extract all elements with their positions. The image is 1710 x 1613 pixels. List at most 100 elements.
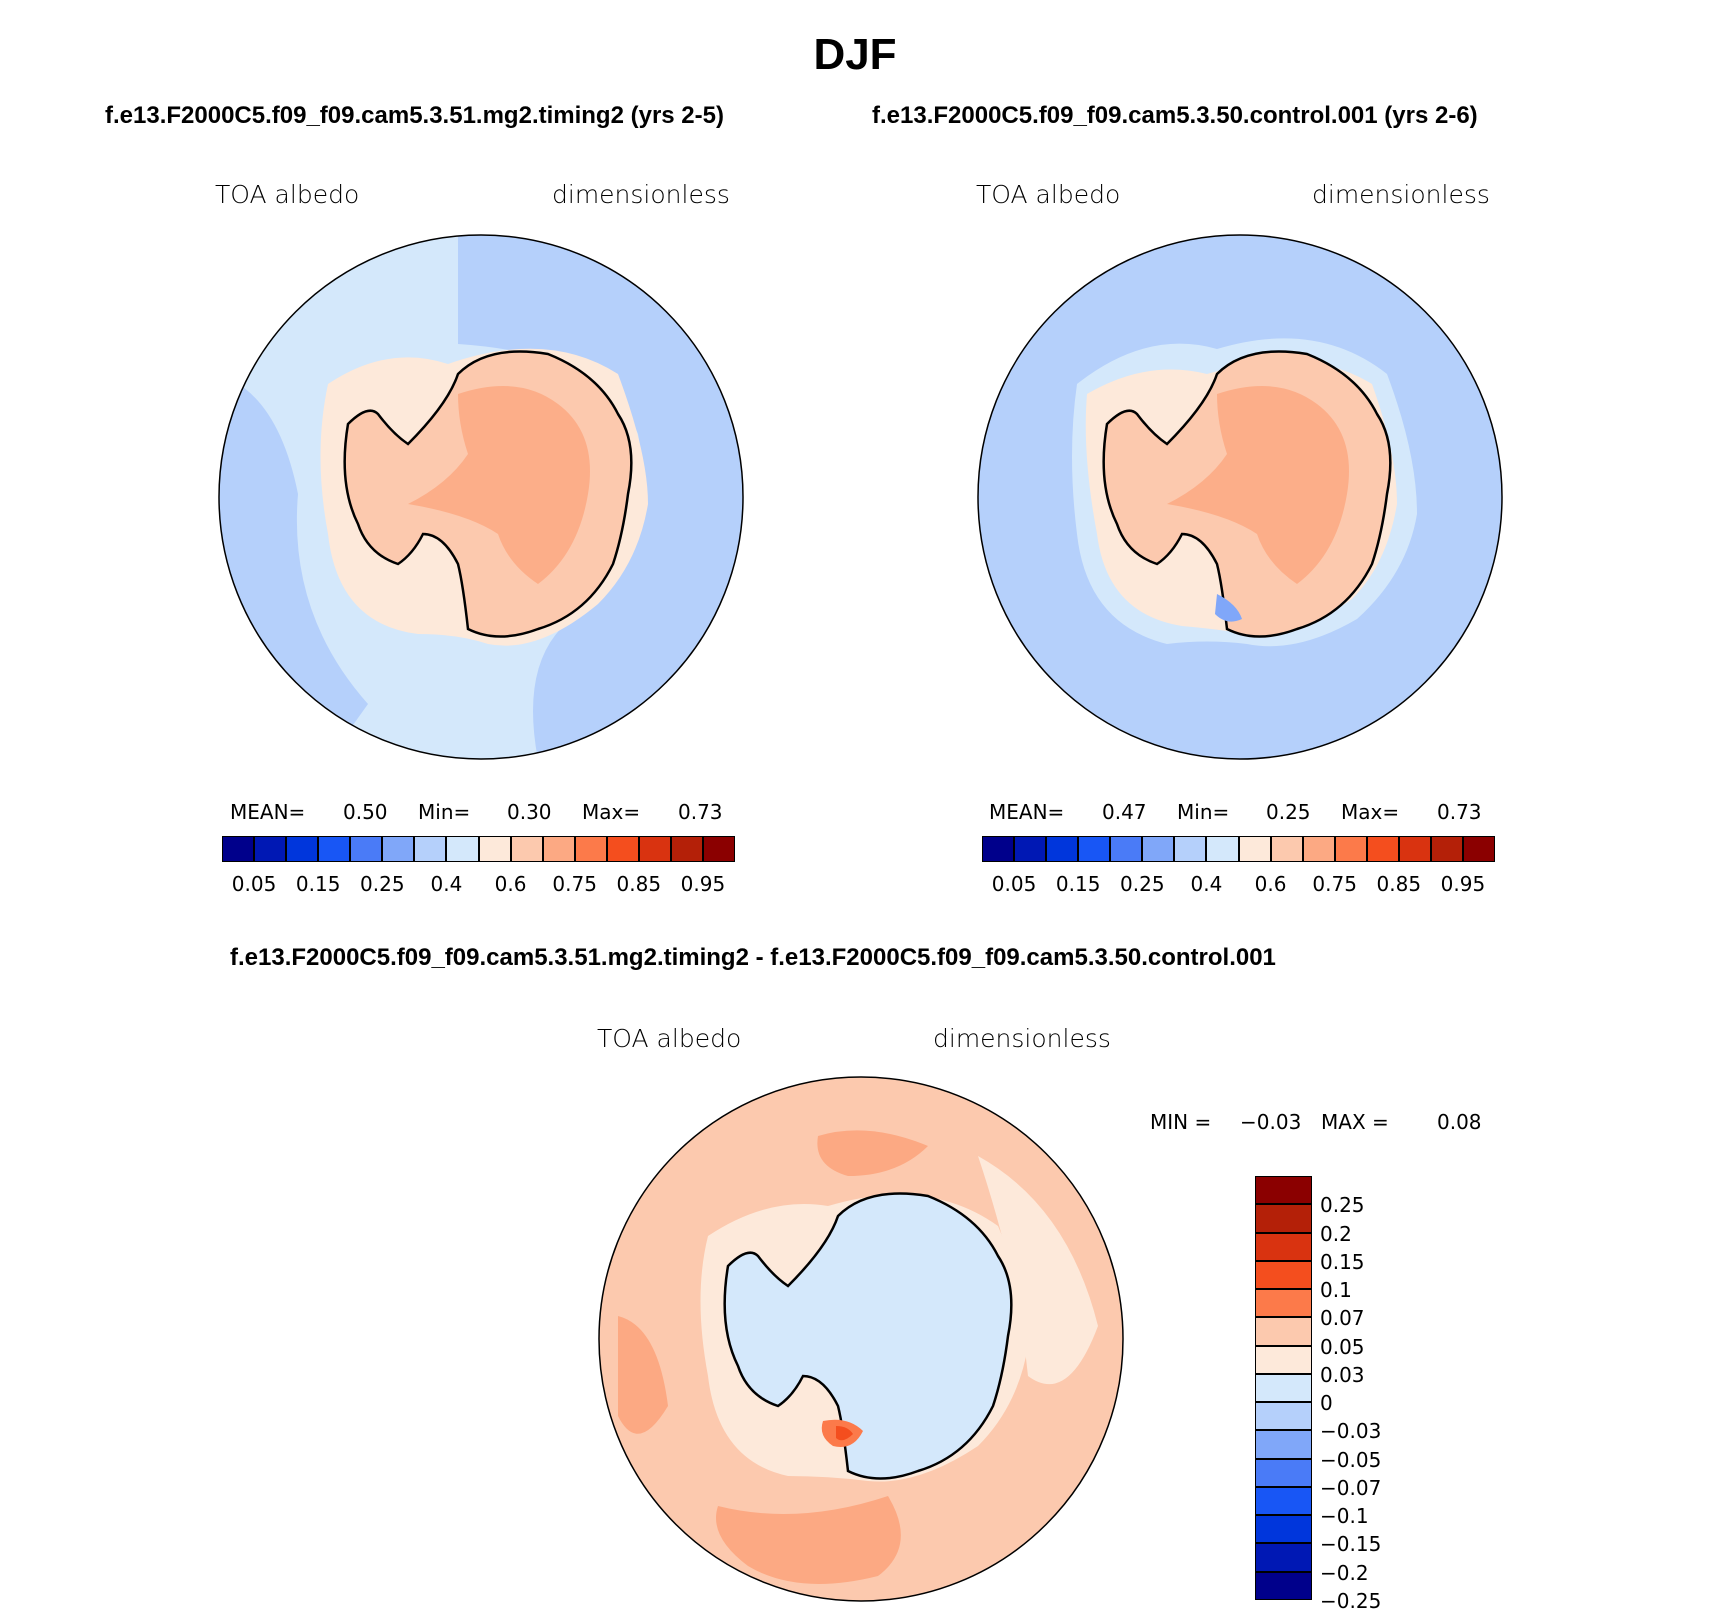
panel1-plateau bbox=[408, 386, 590, 584]
panel2-colorbar-box bbox=[1462, 836, 1495, 862]
panel2-colorbar-tick: 0.05 bbox=[991, 872, 1037, 896]
panel1-colorbar-box bbox=[606, 836, 639, 862]
panel1-colorbar-tick: 0.95 bbox=[680, 872, 726, 896]
diff-colorbar-tick: 0.25 bbox=[1320, 1193, 1365, 1218]
panel1-colorbar-box bbox=[414, 836, 447, 862]
diff-colorbar-ticks: 0.25 0.2 0.15 0.1 0.07 0.05 0.03 0 −0.03 −0.05 −0.… bbox=[1320, 1176, 1400, 1613]
panel2-colorbar-ticks: 0.05 0.15 0.25 0.4 0.6 0.75 0.85 0.95 bbox=[982, 872, 1495, 900]
panel2-colorbar-box bbox=[1302, 836, 1335, 862]
panel2-low-albedo-patch bbox=[1215, 594, 1242, 622]
panel2-colorbar-box bbox=[1046, 836, 1079, 862]
panel1-min-value: 0.30 bbox=[507, 800, 552, 824]
diff-colorbar-box bbox=[1255, 1260, 1312, 1290]
diff-min-value: −0.03 bbox=[1240, 1110, 1302, 1134]
panel2-colorbar-tick: 0.6 bbox=[1254, 872, 1287, 896]
diff-colorbar-box bbox=[1255, 1204, 1312, 1233]
panel2-min-value: 0.25 bbox=[1266, 800, 1311, 824]
panel2-colorbar-box bbox=[1014, 836, 1047, 862]
panel1-colorbar-box bbox=[702, 836, 735, 862]
panel1-colorbar-box bbox=[542, 836, 575, 862]
panel2-colorbar-box bbox=[1142, 836, 1175, 862]
diff-colorbar-box bbox=[1255, 1402, 1312, 1431]
page-title: DJF bbox=[813, 30, 897, 79]
panel1-colorbar-box bbox=[478, 836, 511, 862]
panel1-colorbar-box bbox=[446, 836, 479, 862]
diff-colorbar-tick: 0.15 bbox=[1320, 1249, 1365, 1274]
diff-ocean-strong-north bbox=[817, 1130, 928, 1176]
diff-colorbar-box bbox=[1255, 1458, 1312, 1487]
diff-colorbar-tick: −0.25 bbox=[1320, 1589, 1382, 1613]
panel2-colorbar-box bbox=[1270, 836, 1303, 862]
panel2-units-label: dimensionless bbox=[1312, 180, 1490, 209]
panel2-variable-label: TOA albedo bbox=[976, 180, 1121, 209]
panel2-colorbar-box bbox=[1334, 836, 1367, 862]
panel2-colorbar-box bbox=[1366, 836, 1399, 862]
panel1-max-value: 0.73 bbox=[678, 800, 723, 824]
panel2-colorbar-box bbox=[1206, 836, 1239, 862]
diff-ross-shelf-core bbox=[836, 1426, 853, 1441]
diff-colorbar-box bbox=[1255, 1176, 1312, 1205]
panel1-colorbar-box bbox=[510, 836, 543, 862]
panel2-colorbar-box bbox=[1174, 836, 1207, 862]
diff-max-value: 0.08 bbox=[1437, 1110, 1482, 1134]
panel1-colorbar-ticks: 0.05 0.15 0.25 0.4 0.6 0.75 0.85 0.95 bbox=[222, 872, 735, 900]
diff-units-label: dimensionless bbox=[933, 1024, 1111, 1053]
panel1-colorbar bbox=[222, 836, 735, 862]
diff-colorbar-box bbox=[1255, 1289, 1312, 1318]
diff-map bbox=[598, 1076, 1124, 1602]
diff-colorbar-tick: 0 bbox=[1320, 1391, 1333, 1416]
panel2-colorbar-box bbox=[1430, 836, 1463, 862]
panel2-colorbar-box bbox=[1078, 836, 1111, 862]
panel2-map bbox=[977, 234, 1503, 760]
diff-colorbar-tick: −0.03 bbox=[1320, 1419, 1382, 1444]
panel2-colorbar-box bbox=[1238, 836, 1271, 862]
diff-colorbar bbox=[1255, 1176, 1312, 1600]
panel2-min-label: Min= bbox=[1177, 800, 1230, 824]
panel1-colorbar-box bbox=[222, 836, 255, 862]
diff-colorbar-tick: 0.07 bbox=[1320, 1306, 1365, 1331]
panel2-mean-value: 0.47 bbox=[1102, 800, 1147, 824]
panel1-colorbar-box bbox=[254, 836, 287, 862]
panel1-colorbar-tick: 0.6 bbox=[494, 872, 527, 896]
panel2-colorbar-tick: 0.15 bbox=[1055, 872, 1101, 896]
diff-antarctica bbox=[723, 1192, 1013, 1480]
diff-ocean-strong-south bbox=[716, 1496, 901, 1584]
diff-variable-label: TOA albedo bbox=[597, 1024, 742, 1053]
panel2-colorbar-box bbox=[1398, 836, 1431, 862]
diff-colorbar-tick: −0.05 bbox=[1320, 1447, 1382, 1472]
panel1-variable-label: TOA albedo bbox=[215, 180, 360, 209]
diff-colorbar-box bbox=[1255, 1543, 1312, 1572]
panel1-colorbar-box bbox=[286, 836, 319, 862]
diff-colorbar-box bbox=[1255, 1515, 1312, 1544]
panel1-case-title: f.e13.F2000C5.f09_f09.cam5.3.51.mg2.timi… bbox=[105, 102, 724, 129]
diff-colorbar-tick: 0.1 bbox=[1320, 1278, 1352, 1303]
panel1-colorbar-box bbox=[382, 836, 415, 862]
diff-colorbar-tick: −0.1 bbox=[1320, 1504, 1369, 1529]
panel2-mean-label: MEAN= bbox=[989, 800, 1065, 824]
panel1-colorbar-box bbox=[638, 836, 671, 862]
diff-colorbar-box bbox=[1255, 1373, 1312, 1403]
panel1-colorbar-tick: 0.15 bbox=[295, 872, 341, 896]
panel1-colorbar-tick: 0.4 bbox=[430, 872, 463, 896]
diff-colorbar-tick: 0.2 bbox=[1320, 1221, 1352, 1246]
panel2-colorbar bbox=[982, 836, 1495, 862]
diff-max-label: MAX = bbox=[1321, 1110, 1389, 1134]
panel1-colorbar-box bbox=[318, 836, 351, 862]
panel2-colorbar-tick: 0.75 bbox=[1312, 872, 1357, 896]
panel2-colorbar-tick: 0.4 bbox=[1190, 872, 1223, 896]
panel1-colorbar-tick: 0.25 bbox=[360, 872, 405, 896]
panel2-colorbar-box bbox=[1110, 836, 1143, 862]
diff-colorbar-box bbox=[1255, 1430, 1312, 1459]
diff-colorbar-box bbox=[1255, 1317, 1312, 1346]
panel1-colorbar-box bbox=[350, 836, 383, 862]
panel1-ocean-band bbox=[458, 235, 743, 759]
diff-colorbar-tick: −0.15 bbox=[1320, 1532, 1382, 1557]
panel1-colorbar-box bbox=[574, 836, 607, 862]
panel2-max-value: 0.73 bbox=[1437, 800, 1482, 824]
panel2-case-title: f.e13.F2000C5.f09_f09.cam5.3.50.control.… bbox=[872, 102, 1478, 129]
panel1-mean-label: MEAN= bbox=[230, 800, 306, 824]
panel1-colorbar-tick: 0.85 bbox=[616, 872, 662, 896]
panel1-colorbar-box bbox=[670, 836, 703, 862]
diff-colorbar-box bbox=[1255, 1571, 1312, 1600]
panel2-plateau bbox=[1167, 386, 1349, 584]
